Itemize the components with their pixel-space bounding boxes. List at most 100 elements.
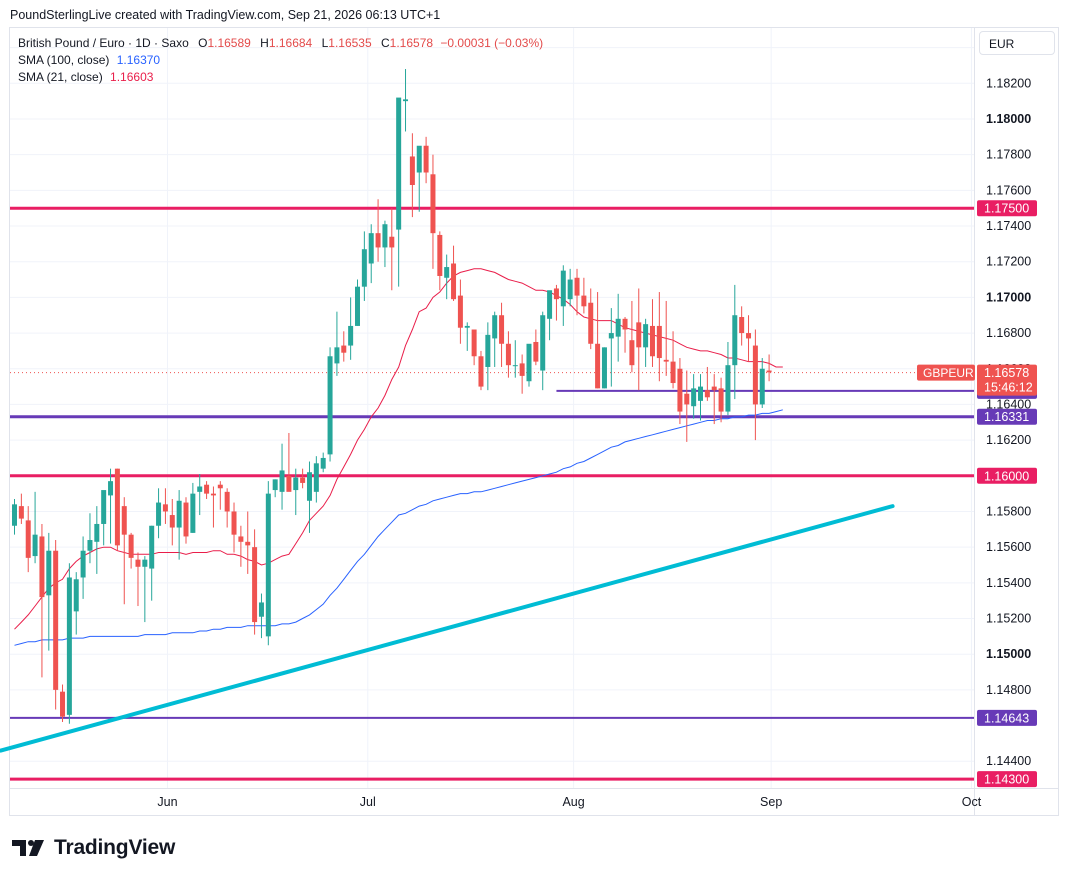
candle[interactable]: [595, 292, 601, 389]
candle[interactable]: [66, 563, 72, 724]
sma21-line[interactable]: [14, 268, 783, 630]
candle[interactable]: [643, 318, 649, 367]
candle[interactable]: [149, 525, 155, 601]
candle[interactable]: [80, 536, 86, 599]
candle[interactable]: [396, 97, 402, 287]
candle[interactable]: [368, 224, 374, 284]
candle[interactable]: [409, 133, 415, 218]
tradingview-logo[interactable]: TradingView: [12, 836, 175, 860]
candle[interactable]: [457, 279, 463, 344]
candle[interactable]: [258, 593, 264, 639]
candle[interactable]: [739, 306, 745, 346]
candle[interactable]: [217, 481, 223, 510]
candle[interactable]: [252, 529, 258, 635]
currency-selector[interactable]: EUR: [979, 31, 1055, 55]
candle[interactable]: [485, 322, 491, 391]
candle[interactable]: [169, 498, 175, 546]
candle[interactable]: [492, 311, 498, 367]
candle[interactable]: [224, 488, 230, 528]
candle[interactable]: [615, 293, 621, 362]
candle[interactable]: [39, 523, 45, 678]
candle[interactable]: [403, 69, 409, 132]
candle[interactable]: [183, 497, 189, 544]
candle[interactable]: [341, 331, 347, 362]
candle[interactable]: [114, 468, 120, 551]
candle[interactable]: [245, 511, 251, 574]
candle[interactable]: [560, 265, 566, 326]
candle[interactable]: [156, 488, 162, 539]
candle[interactable]: [499, 302, 505, 367]
candle[interactable]: [698, 374, 703, 421]
candle[interactable]: [162, 488, 168, 524]
candle[interactable]: [238, 525, 244, 567]
candle[interactable]: [684, 370, 690, 442]
candle[interactable]: [601, 347, 607, 389]
ascending-trendline[interactable]: [0, 504, 895, 753]
candle[interactable]: [581, 277, 587, 314]
candle[interactable]: [704, 366, 710, 401]
candle[interactable]: [231, 502, 237, 553]
candle[interactable]: [108, 468, 114, 544]
candle[interactable]: [547, 290, 553, 341]
candle[interactable]: [423, 136, 429, 184]
candle[interactable]: [471, 329, 477, 366]
candle[interactable]: [444, 254, 450, 300]
candle[interactable]: [691, 374, 697, 419]
candle[interactable]: [766, 354, 772, 382]
candle[interactable]: [670, 331, 676, 389]
candle[interactable]: [286, 432, 292, 492]
candle[interactable]: [94, 506, 100, 574]
candle[interactable]: [649, 299, 655, 367]
candle[interactable]: [505, 331, 511, 378]
candle[interactable]: [121, 497, 127, 605]
candle[interactable]: [451, 245, 457, 301]
candle[interactable]: [389, 208, 395, 291]
candle[interactable]: [478, 350, 484, 391]
legend-sma21-row[interactable]: SMA (21, close) 1.16603: [18, 70, 153, 84]
candle[interactable]: [718, 377, 724, 423]
candle[interactable]: [430, 154, 436, 269]
candle[interactable]: [759, 358, 765, 408]
candle[interactable]: [53, 540, 59, 710]
candle[interactable]: [32, 491, 38, 564]
candle[interactable]: [60, 684, 66, 722]
candle[interactable]: [519, 354, 525, 394]
chart-panel[interactable]: [9, 27, 1059, 816]
candle[interactable]: [464, 322, 470, 351]
candle[interactable]: [588, 288, 594, 350]
candle[interactable]: [752, 329, 758, 441]
candle[interactable]: [725, 341, 731, 416]
candle[interactable]: [348, 297, 354, 360]
candle[interactable]: [622, 317, 628, 353]
candle[interactable]: [375, 199, 381, 262]
candle[interactable]: [272, 479, 278, 498]
candle[interactable]: [533, 329, 539, 366]
candle[interactable]: [197, 474, 203, 516]
candle[interactable]: [567, 268, 573, 307]
candle[interactable]: [636, 288, 642, 391]
candle[interactable]: [87, 513, 93, 564]
candle[interactable]: [204, 481, 210, 499]
candle[interactable]: [361, 231, 367, 301]
candle[interactable]: [327, 347, 333, 462]
candle[interactable]: [608, 308, 614, 387]
candle[interactable]: [732, 284, 738, 400]
candle[interactable]: [300, 468, 306, 489]
candle[interactable]: [265, 481, 271, 646]
candle[interactable]: [526, 343, 532, 387]
candle[interactable]: [306, 461, 312, 533]
candle[interactable]: [25, 506, 31, 573]
candle[interactable]: [711, 374, 717, 425]
candle[interactable]: [313, 456, 319, 503]
candle[interactable]: [320, 452, 326, 473]
candle[interactable]: [176, 490, 182, 560]
candle[interactable]: [437, 231, 443, 291]
candle[interactable]: [540, 311, 546, 391]
candle[interactable]: [279, 443, 285, 510]
candle[interactable]: [128, 532, 134, 569]
candle[interactable]: [663, 300, 669, 376]
candle[interactable]: [416, 145, 422, 212]
candle[interactable]: [574, 268, 580, 316]
candle[interactable]: [12, 498, 17, 535]
